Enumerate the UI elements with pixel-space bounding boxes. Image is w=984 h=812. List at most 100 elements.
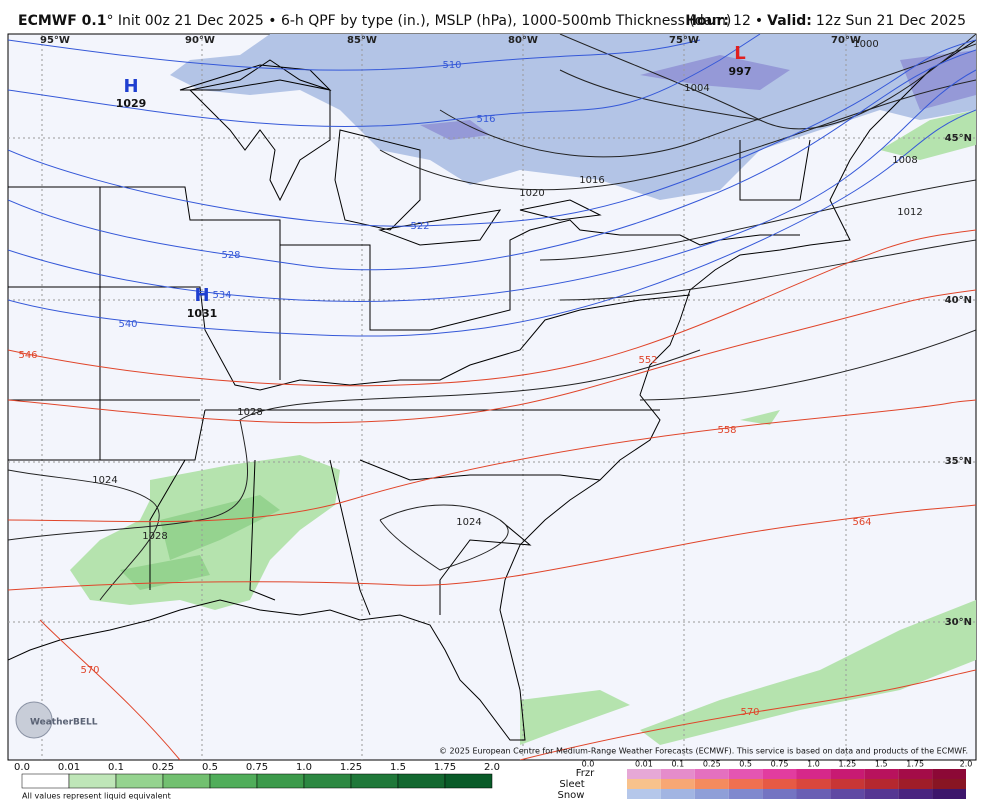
isobar-label: 1024 — [92, 475, 117, 486]
lon-label: 75°W — [669, 35, 699, 46]
ptype-swatch — [864, 779, 899, 789]
qpf-swatch — [444, 773, 493, 789]
qpf-tick-label: 0.0 — [14, 762, 30, 773]
ptype-swatch — [627, 769, 661, 779]
thickness-label: 546 — [18, 350, 37, 361]
legend-note: All values represent liquid equivalent — [22, 792, 171, 801]
ptype-swatch — [762, 779, 797, 789]
qpf-tick-label: 0.75 — [246, 762, 268, 773]
ptype-swatch — [898, 769, 933, 779]
ptype-name: Frzr — [576, 768, 595, 779]
ptype-swatch — [932, 789, 966, 799]
qpf-swatch — [256, 773, 305, 789]
valid-label: Valid: — [767, 13, 812, 29]
lon-label: 90°W — [185, 35, 215, 46]
thickness-warm — [8, 229, 976, 760]
qpf-swatch — [68, 773, 117, 789]
ptype-swatch — [864, 769, 899, 779]
description: ° Init 00z 21 Dec 2025 • 6-h QPF by type… — [106, 13, 731, 29]
ptype-swatch — [830, 769, 865, 779]
map: 95°W 90°W 85°W 80°W 75°W 70°W 45°N 40°N … — [7, 33, 977, 761]
ptype-swatch — [660, 769, 695, 779]
ptype-tick-label: 1.0 — [807, 760, 820, 769]
thickness-label: 510 — [442, 60, 461, 71]
ptype-swatch — [694, 789, 729, 799]
ptype-tick-label: 0.75 — [771, 760, 789, 769]
separator: • — [755, 13, 763, 29]
ptype-swatch — [762, 789, 797, 799]
thickness-label: 558 — [717, 425, 736, 436]
lat-label: 30°N — [945, 617, 972, 628]
qpf-swatch — [115, 773, 164, 789]
high-value: 1031 — [187, 307, 218, 320]
ptype-swatch — [627, 779, 661, 789]
thickness-label: 528 — [221, 250, 240, 261]
ptype-swatch — [796, 769, 831, 779]
isobar-label: 1024 — [456, 517, 481, 528]
ptype-swatch — [898, 789, 933, 799]
ptype-swatch — [830, 779, 865, 789]
copyright: © 2025 European Centre for Medium-Range … — [439, 747, 968, 756]
qpf-tick-label: 2.0 — [484, 762, 500, 773]
thickness-label: 516 — [476, 114, 495, 125]
ptype-swatch — [660, 779, 695, 789]
thickness-label: 552 — [638, 355, 657, 366]
ptype-swatch — [932, 769, 966, 779]
qpf-swatch — [162, 773, 211, 789]
thickness-label: 564 — [852, 517, 871, 528]
ptype-swatch — [830, 789, 865, 799]
isobars — [8, 34, 976, 601]
ptype-tick-label: 0.1 — [671, 760, 684, 769]
ptype-tick-label: 0.01 — [635, 760, 653, 769]
qpf-swatch — [350, 773, 399, 789]
isobar-label: 1028 — [237, 407, 262, 418]
ptype-tick-label: 1.75 — [906, 760, 924, 769]
high-symbol: H — [123, 76, 138, 97]
thickness-label: 570 — [740, 707, 759, 718]
thickness-label: 534 — [212, 290, 231, 301]
thickness-label: 540 — [118, 319, 137, 330]
ptype-tick-label: 0.25 — [703, 760, 721, 769]
model: ECMWF 0.1 — [18, 13, 106, 29]
low-symbol: L — [734, 43, 745, 64]
low-value: 997 — [729, 65, 752, 78]
thickness-label: 570 — [80, 665, 99, 676]
qpf-tick-label: 0.01 — [58, 762, 80, 773]
legend: All values represent liquid equivalent F… — [14, 760, 972, 802]
lat-label: 35°N — [945, 456, 972, 467]
qpf-swatch — [209, 773, 258, 789]
ptype-swatch — [694, 779, 729, 789]
ptype-swatch — [728, 769, 763, 779]
ptype-swatch — [728, 779, 763, 789]
qpf-tick-label: 0.25 — [152, 762, 174, 773]
ptype-name: Sleet — [559, 779, 584, 790]
lon-label: 80°W — [508, 35, 538, 46]
ptype-tick-label: 1.5 — [875, 760, 888, 769]
lon-label: 70°W — [831, 35, 861, 46]
lon-label: 85°W — [347, 35, 377, 46]
hour-label: Hour: — [685, 13, 729, 29]
ptype-tick-label: 2.0 — [960, 760, 973, 769]
thickness-label: 522 — [410, 221, 429, 232]
qpf-tick-label: 1.75 — [434, 762, 456, 773]
lon-label: 95°W — [40, 35, 70, 46]
ptype-swatch — [660, 789, 695, 799]
isobar-label: 1008 — [892, 155, 917, 166]
isobar-label: 1016 — [579, 175, 604, 186]
logo-globe — [15, 701, 53, 739]
ptype-swatch — [762, 769, 797, 779]
header-title: ECMWF 0.1° Init 00z 21 Dec 2025 • 6-h QP… — [18, 13, 731, 29]
ptype-swatch — [694, 769, 729, 779]
ptype-swatch — [796, 789, 831, 799]
ptype-swatch — [898, 779, 933, 789]
qpf-tick-label: 1.0 — [296, 762, 312, 773]
ptype-swatch — [627, 789, 661, 799]
ptype-swatch — [796, 779, 831, 789]
isobar-label: 1012 — [897, 207, 922, 218]
qpf-tick-label: 0.1 — [108, 762, 124, 773]
ptype-tick-label: 1.25 — [838, 760, 856, 769]
hour: 12 — [733, 13, 751, 29]
isobar-label: 1028 — [142, 531, 167, 542]
